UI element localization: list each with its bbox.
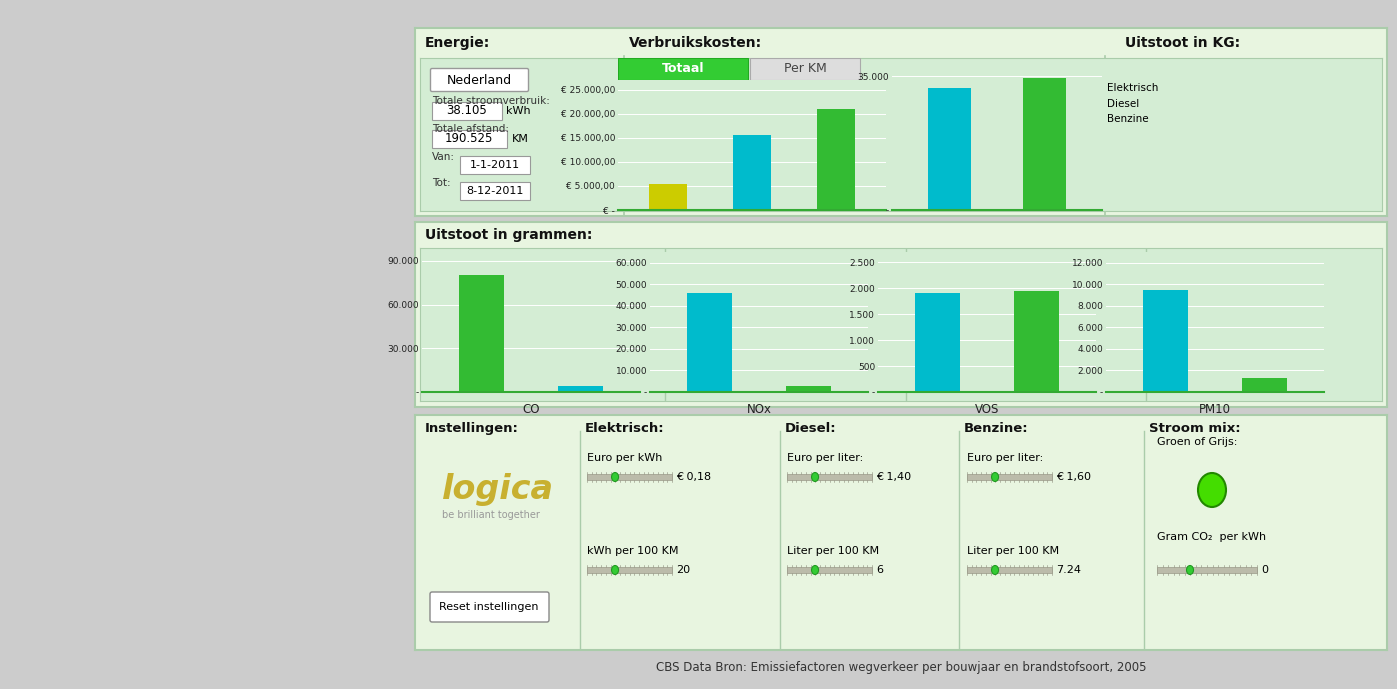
Text: 20: 20 [676,565,690,575]
Text: 38.105: 38.105 [447,105,488,118]
Text: Reset instellingen: Reset instellingen [439,602,539,612]
Ellipse shape [612,566,619,575]
Text: CO$_2$: CO$_2$ [985,222,1009,237]
Text: kWh: kWh [506,106,531,116]
Legend: Elektrisch, Diesel, Benzine: Elektrisch, Diesel, Benzine [1081,79,1162,128]
Bar [432,130,507,148]
FancyBboxPatch shape [430,592,549,622]
Text: Per KM: Per KM [784,63,827,76]
Text: Van:: Van: [432,152,455,162]
FancyBboxPatch shape [430,68,528,92]
Bar [967,567,1052,573]
Ellipse shape [812,473,819,482]
Ellipse shape [992,566,999,575]
Ellipse shape [1199,473,1227,507]
Bar [787,567,872,573]
Bar [750,58,861,80]
Bar [460,182,529,200]
Text: 6: 6 [876,565,883,575]
Bar [928,88,971,210]
Text: NOx: NOx [746,403,771,416]
Text: Uitstoot in grammen:: Uitstoot in grammen: [425,227,592,242]
Ellipse shape [1186,566,1193,575]
Text: Gram CO₂  per kWh: Gram CO₂ per kWh [1157,532,1266,542]
Text: Benzine:: Benzine: [964,422,1028,435]
Text: Uitstoot in KG:: Uitstoot in KG: [1125,36,1239,50]
Text: Energie:: Energie: [425,36,490,50]
Bar [967,474,1052,480]
Text: € 1,60: € 1,60 [1056,472,1091,482]
Text: VOS: VOS [975,403,999,416]
Text: Instellingen:: Instellingen: [425,422,518,435]
Text: Euro per liter:: Euro per liter: [787,453,863,463]
Text: Diesel:: Diesel: [784,422,835,435]
Text: Totale stroomverbruik:: Totale stroomverbruik: [432,96,550,106]
Bar [1157,567,1257,573]
Text: logica: logica [441,473,555,506]
Bar [1242,378,1287,392]
Text: Stroom mix:: Stroom mix: [1148,422,1241,435]
Text: 8-12-2011: 8-12-2011 [467,186,524,196]
Ellipse shape [812,566,819,575]
Text: € 1,40: € 1,40 [876,472,911,482]
Bar [650,183,687,210]
Text: Tot:: Tot: [432,178,451,188]
Bar [617,58,747,80]
Text: 1-1-2011: 1-1-2011 [469,160,520,170]
Text: Liter per 100 KM: Liter per 100 KM [967,546,1059,556]
Text: KM: KM [511,134,529,144]
Bar [587,567,672,573]
Text: kWh per 100 KM: kWh per 100 KM [587,546,679,556]
Text: Verbruikskosten:: Verbruikskosten: [629,36,761,50]
Bar [587,474,672,480]
Text: Nederland: Nederland [447,74,511,87]
Bar [787,474,872,480]
Text: be brilliant together: be brilliant together [441,510,539,520]
Text: € 0,18: € 0,18 [676,472,711,482]
Ellipse shape [612,473,619,482]
Ellipse shape [992,473,999,482]
Bar [915,294,960,392]
Text: CO: CO [522,403,539,416]
Text: Euro per liter:: Euro per liter: [967,453,1044,463]
Bar [460,156,529,174]
Bar [817,109,855,210]
Text: Elektrisch:: Elektrisch: [585,422,665,435]
Bar [460,276,504,392]
Bar [1023,79,1066,210]
Text: Totale afstand:: Totale afstand: [432,124,509,134]
Bar [432,102,502,120]
Text: Liter per 100 KM: Liter per 100 KM [787,546,879,556]
Text: Totaal: Totaal [662,63,704,76]
Text: Groen of Grijs:: Groen of Grijs: [1157,437,1238,447]
Text: Euro per kWh: Euro per kWh [587,453,662,463]
Text: 7.24: 7.24 [1056,565,1081,575]
Text: PM10: PM10 [1199,403,1231,416]
Text: CBS Data Bron: Emissiefactoren wegverkeer per bouwjaar en brandstofsoort, 2005: CBS Data Bron: Emissiefactoren wegverkee… [655,661,1147,674]
Bar [1014,291,1059,392]
Bar [1143,289,1187,392]
Bar [687,293,732,392]
Bar [733,135,771,210]
Bar [787,386,831,392]
Text: 0: 0 [1261,565,1268,575]
Bar [559,386,604,392]
Text: 190.525: 190.525 [444,132,493,145]
